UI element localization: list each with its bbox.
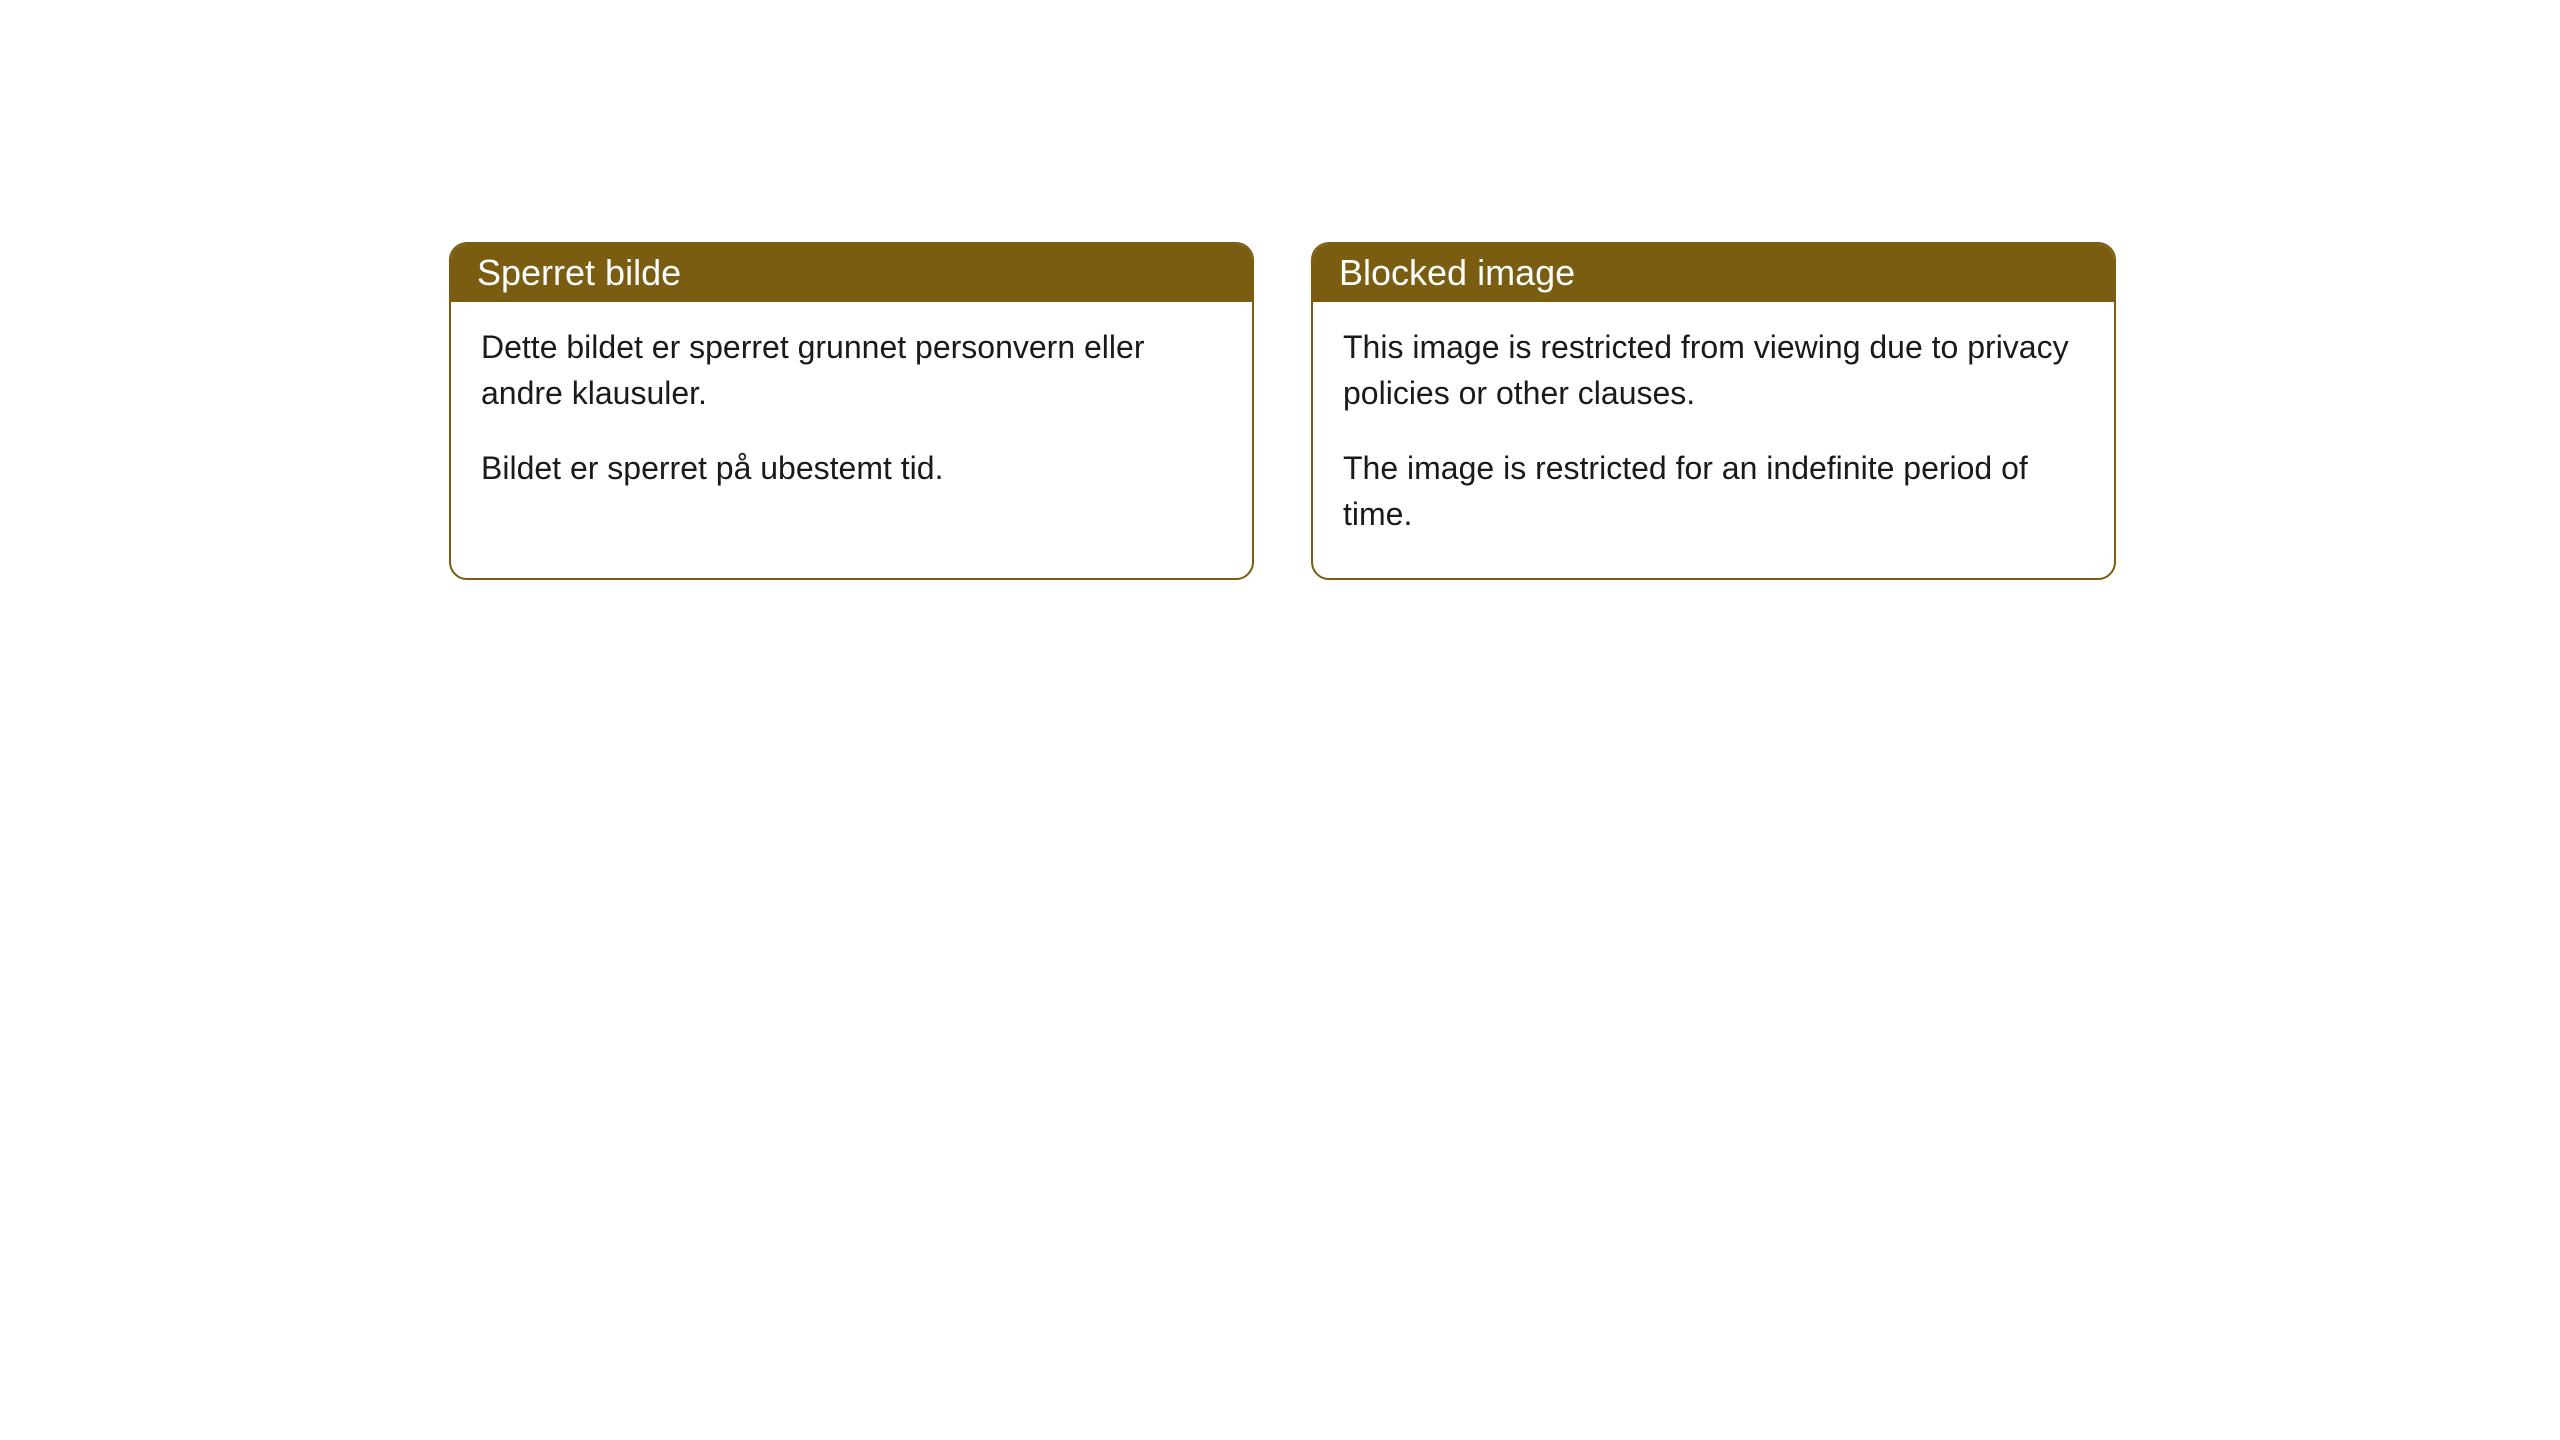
card-header-english: Blocked image xyxy=(1313,244,2114,302)
card-body-norwegian: Dette bildet er sperret grunnet personve… xyxy=(451,302,1252,531)
card-body-english: This image is restricted from viewing du… xyxy=(1313,302,2114,578)
card-title-english: Blocked image xyxy=(1339,252,1575,293)
card-title-norwegian: Sperret bilde xyxy=(477,252,681,293)
card-paragraph-1-norwegian: Dette bildet er sperret grunnet personve… xyxy=(481,324,1222,417)
card-paragraph-2-english: The image is restricted for an indefinit… xyxy=(1343,445,2084,538)
card-header-norwegian: Sperret bilde xyxy=(451,244,1252,302)
notice-cards-container: Sperret bilde Dette bildet er sperret gr… xyxy=(449,242,2560,580)
notice-card-norwegian: Sperret bilde Dette bildet er sperret gr… xyxy=(449,242,1254,580)
card-paragraph-2-norwegian: Bildet er sperret på ubestemt tid. xyxy=(481,445,1222,491)
notice-card-english: Blocked image This image is restricted f… xyxy=(1311,242,2116,580)
card-paragraph-1-english: This image is restricted from viewing du… xyxy=(1343,324,2084,417)
